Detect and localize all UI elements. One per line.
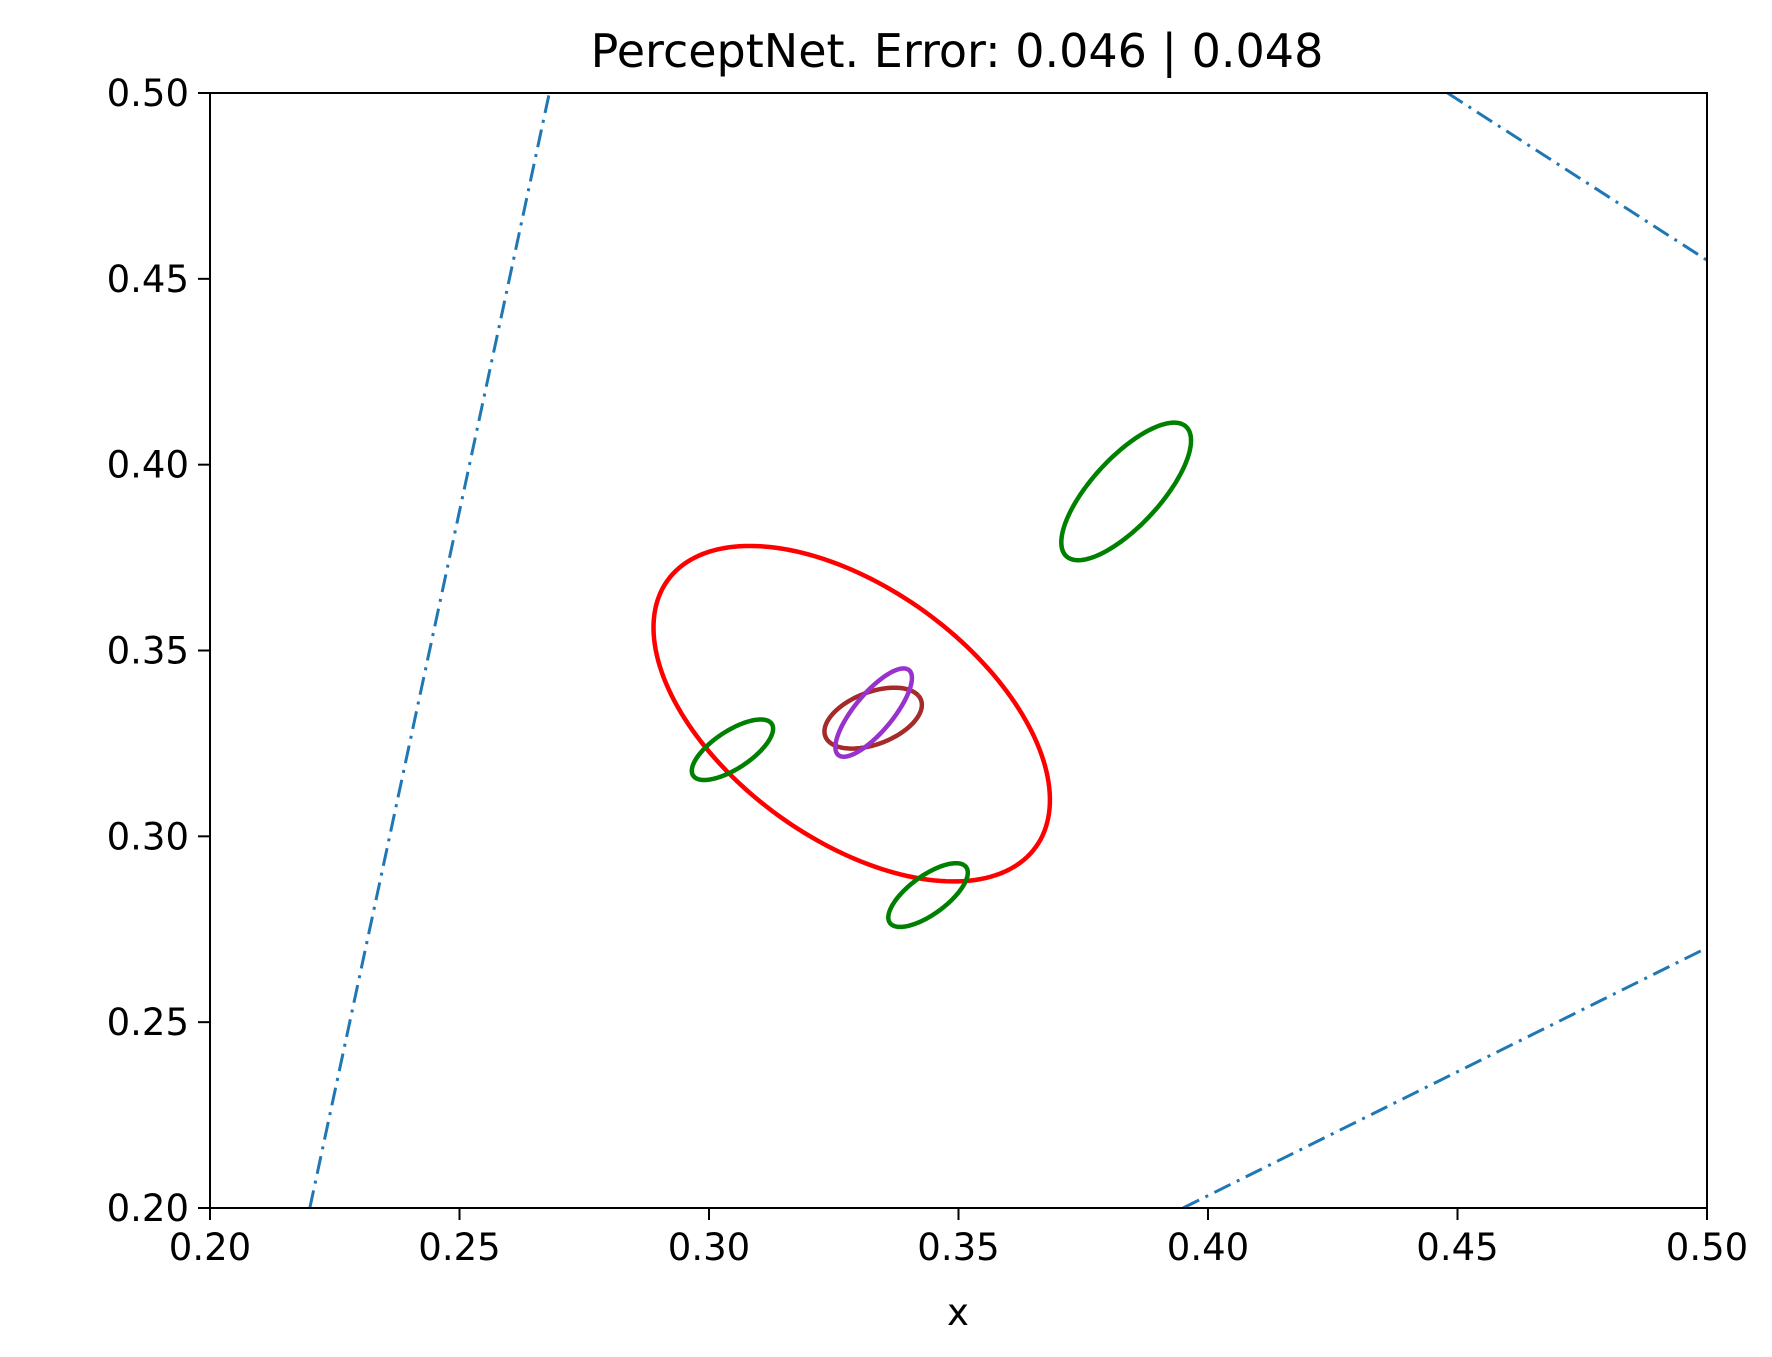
x-tick-label-5: 0.40 bbox=[1167, 1226, 1249, 1269]
ellipse-7 bbox=[886, 860, 971, 930]
x-axis: 0.20 0.25 0.30 0.35 0.40 0.45 0.50 bbox=[169, 1208, 1748, 1269]
x-tick-label-6: 0.45 bbox=[1416, 1226, 1498, 1269]
y-tick-label-3: 0.30 bbox=[107, 815, 189, 858]
y-tick-label-2: 0.25 bbox=[107, 1001, 189, 1044]
y-tick-label-5: 0.40 bbox=[107, 444, 189, 487]
boundary-line-2 bbox=[1446, 93, 1707, 262]
x-tick-label-3: 0.30 bbox=[668, 1226, 750, 1269]
ellipse-9 bbox=[833, 666, 915, 759]
chart-title: PerceptNet. Error: 0.046 | 0.048 bbox=[591, 24, 1324, 79]
x-axis-label: x bbox=[947, 1291, 969, 1334]
boundary-line-3 bbox=[1182, 946, 1707, 1208]
ellipse-6 bbox=[689, 717, 776, 783]
boundary-line-1 bbox=[308, 93, 551, 1208]
plot-marks bbox=[308, 93, 1707, 1208]
y-tick-label-7: 0.50 bbox=[107, 72, 189, 115]
ellipse-8 bbox=[822, 685, 925, 751]
x-tick-label-1: 0.20 bbox=[169, 1226, 251, 1269]
ellipse-4 bbox=[651, 543, 1053, 884]
x-tick-label-7: 0.50 bbox=[1666, 1226, 1748, 1269]
y-tick-label-1: 0.20 bbox=[107, 1187, 189, 1230]
x-tick-label-4: 0.35 bbox=[917, 1226, 999, 1269]
y-tick-label-4: 0.35 bbox=[107, 630, 189, 673]
ellipse-5 bbox=[1059, 420, 1194, 563]
y-axis: 0.20 0.25 0.30 0.35 0.40 0.45 0.50 bbox=[107, 72, 210, 1230]
x-tick-label-2: 0.25 bbox=[418, 1226, 500, 1269]
y-tick-label-6: 0.45 bbox=[107, 258, 189, 301]
plot-area bbox=[210, 93, 1707, 1208]
